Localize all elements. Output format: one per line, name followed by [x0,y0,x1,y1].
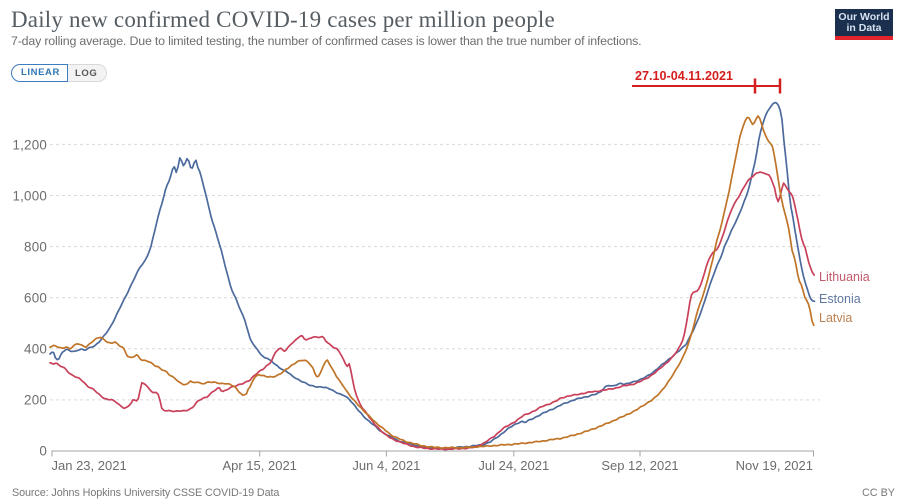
svg-text:Lithuania: Lithuania [819,270,870,284]
svg-text:800: 800 [24,240,47,255]
svg-text:27.10-04.11.2021: 27.10-04.11.2021 [635,68,733,83]
svg-text:1,000: 1,000 [12,189,47,204]
svg-text:Latvia: Latvia [819,311,852,325]
svg-text:600: 600 [24,291,47,306]
svg-text:Sep 12, 2021: Sep 12, 2021 [601,458,678,473]
svg-text:1,200: 1,200 [12,138,47,153]
svg-text:200: 200 [24,393,47,408]
svg-text:Jul 24, 2021: Jul 24, 2021 [478,458,549,473]
svg-text:Nov 19, 2021: Nov 19, 2021 [736,458,813,473]
svg-text:Jan 23, 2021: Jan 23, 2021 [52,458,127,473]
svg-text:400: 400 [24,342,47,357]
svg-text:Apr 15, 2021: Apr 15, 2021 [222,458,296,473]
svg-text:0: 0 [39,444,47,459]
svg-text:Estonia: Estonia [819,292,861,306]
svg-text:Jun 4, 2021: Jun 4, 2021 [352,458,420,473]
